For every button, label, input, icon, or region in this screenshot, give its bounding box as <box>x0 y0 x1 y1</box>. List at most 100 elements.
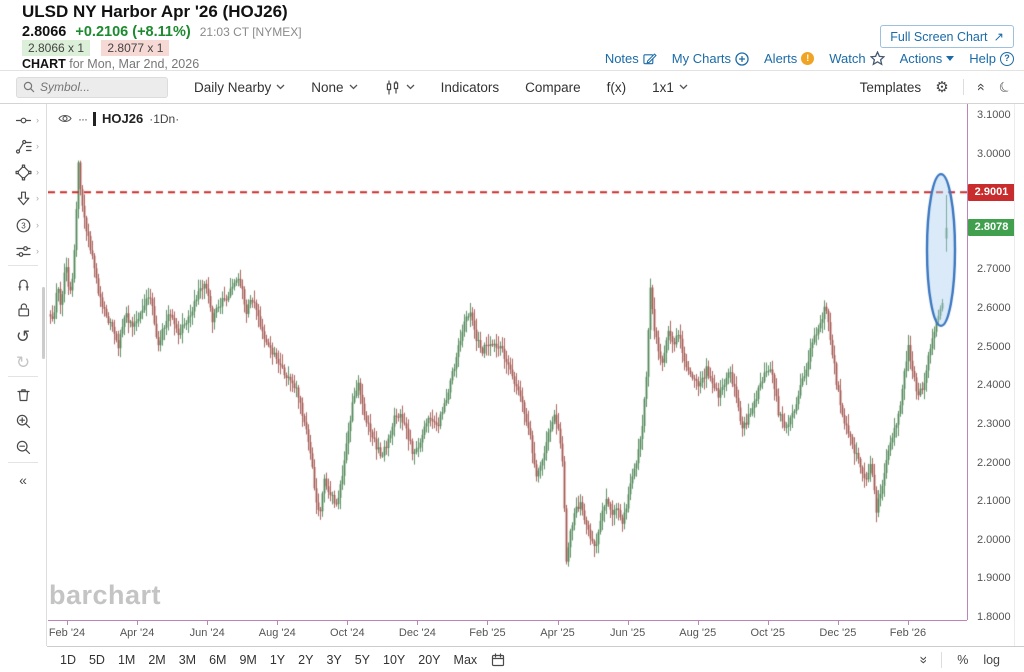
log-scale-button[interactable]: log <box>983 652 1000 667</box>
y-axis-tick: 3.1000 <box>977 109 1011 121</box>
y-axis-tick: 1.8000 <box>977 611 1011 623</box>
range-button-max[interactable]: Max <box>453 652 478 667</box>
chart-word: CHART <box>22 57 66 71</box>
notes-icon <box>643 52 657 64</box>
dark-mode-moon-icon[interactable]: ☾ <box>996 76 1015 97</box>
x-axis-tick-mark <box>627 621 629 625</box>
header-link-watch[interactable]: Watch <box>829 51 885 66</box>
range-button-2y[interactable]: 2Y <box>298 652 314 667</box>
trendline-tool-button[interactable]: › <box>0 134 46 158</box>
symbol-search-input[interactable] <box>40 80 152 94</box>
header-link-alerts[interactable]: Alerts! <box>764 51 815 66</box>
svg-text:3: 3 <box>21 221 26 230</box>
range-button-3m[interactable]: 3M <box>178 652 197 667</box>
y-axis-tick: 2.5000 <box>977 340 1011 353</box>
symbol-search-box[interactable] <box>16 76 168 98</box>
magnet-icon <box>17 279 29 291</box>
range-toolbar: 1D 5D 1M 2M 3M 6M 9M 1Y 2Y 3Y 5Y 10Y 20Y Max « % log <box>47 646 1024 672</box>
cursor-tool-button[interactable]: › <box>0 108 46 132</box>
range-button-9m[interactable]: 9M <box>239 652 257 667</box>
shapes-tool-button[interactable]: › <box>0 160 46 184</box>
chevron-down-icon <box>276 84 285 90</box>
range-button-5y[interactable]: 5Y <box>354 652 371 667</box>
search-icon <box>23 81 35 93</box>
last-price: 2.8066 <box>22 24 67 40</box>
header-link-notes[interactable]: Notes <box>605 51 657 66</box>
collapse-footer-icon[interactable]: « <box>914 655 931 664</box>
range-button-10y[interactable]: 10Y <box>383 652 406 667</box>
zoom-in-button[interactable] <box>0 409 46 433</box>
scale-controls: « % log <box>914 651 1000 668</box>
x-axis-tick-mark <box>417 621 419 625</box>
header-link-my-charts[interactable]: My Charts <box>672 51 749 66</box>
help-icon: ? <box>1000 51 1014 66</box>
y-axis-tick: 2.7000 <box>977 263 1011 276</box>
chart-type-dropdown[interactable] <box>384 79 415 96</box>
range-button-3y[interactable]: 3Y <box>326 652 342 667</box>
x-axis-tick: Jun '25 <box>610 627 646 639</box>
range-button-20y[interactable]: 20Y <box>418 652 441 667</box>
price-axis[interactable]: 2.9001 2.8078 3.1000 3.0000 2.7000 2.6000 2.… <box>967 104 1024 623</box>
delete-drawings-button[interactable] <box>0 382 46 406</box>
measure-tool-button[interactable]: › <box>0 239 46 263</box>
magnet-mode-button[interactable] <box>0 271 46 295</box>
x-axis-tick-mark <box>67 621 68 625</box>
chevron-right-icon: › <box>36 167 39 177</box>
compare-button[interactable]: Compare <box>525 79 581 95</box>
gear-icon[interactable]: ⚙ <box>935 79 949 96</box>
tools-dropdown[interactable]: None <box>311 80 358 95</box>
zoom-out-button[interactable] <box>0 435 46 459</box>
chart-canvas[interactable] <box>48 104 967 620</box>
y-axis-tick: 1.9000 <box>977 572 1011 585</box>
indicators-button[interactable]: Indicators <box>440 79 500 95</box>
zoom-in-icon <box>16 414 30 428</box>
x-axis-tick: Dec '25 <box>819 627 857 639</box>
range-buttons: 1D 5D 1M 2M 3M 6M 9M 1Y 2Y 3Y 5Y 10Y 20Y Max <box>47 653 477 667</box>
lock-drawings-button[interactable] <box>0 297 46 321</box>
legend-period: ·1Dn· <box>149 111 180 126</box>
drawing-tools-sidebar: › › › › 3 › › ↺ ↻ « <box>0 104 47 646</box>
more-options-icon[interactable]: ··· <box>78 111 88 126</box>
fx-button[interactable]: f(x) <box>606 79 627 95</box>
range-button-6m[interactable]: 6M <box>209 652 227 667</box>
quote-time: 21:03 CT [NYMEX] <box>199 25 302 39</box>
x-axis-tick-mark <box>907 621 909 625</box>
scrollbar-thumb[interactable] <box>42 287 45 359</box>
grid-layout-dropdown[interactable]: 1x1 <box>652 80 688 95</box>
range-button-1d[interactable]: 1D <box>60 652 76 667</box>
redo-button[interactable]: ↻ <box>0 350 46 374</box>
collapse-sidebar-button[interactable]: « <box>0 468 46 492</box>
alert-icon: ! <box>801 52 815 65</box>
frequency-dropdown[interactable]: Daily Nearby <box>194 80 285 95</box>
series-legend[interactable]: ··· HOJ26 ·1Dn· <box>58 111 179 126</box>
zoom-out-icon <box>16 440 30 454</box>
header-link-help[interactable]: Help? <box>969 51 1014 66</box>
header-link-actions[interactable]: Actions <box>900 51 955 66</box>
range-button-2m[interactable]: 2M <box>148 652 166 667</box>
time-axis[interactable]: Feb '24 Apr '24 Jun '24 Aug '24 Oct '24 Dec '… <box>48 620 967 646</box>
price-chart-area: ··· HOJ26 ·1Dn· barchart <box>48 104 967 620</box>
chart-date-line: CHART for Mon, Mar 2nd, 2026 <box>22 57 199 71</box>
chevron-right-icon: › <box>36 246 39 256</box>
calendar-button[interactable] <box>491 652 505 667</box>
range-button-1m[interactable]: 1M <box>117 652 136 667</box>
three-point-tool-button[interactable]: 3 › <box>0 213 46 237</box>
quote-line: 2.8066 +0.2106 (+8.11%) 21:03 CT [NYMEX] <box>22 24 302 40</box>
divider <box>0 70 1024 71</box>
undo-button[interactable]: ↺ <box>0 324 46 348</box>
circle-three-icon: 3 <box>16 218 30 232</box>
range-button-1y[interactable]: 1Y <box>269 652 286 667</box>
percent-scale-button[interactable]: % <box>957 652 969 667</box>
y-axis-tick: 3.0000 <box>977 147 1011 160</box>
divider <box>962 79 964 95</box>
divider <box>8 265 38 266</box>
full-screen-chart-button[interactable]: Full Screen Chart ↗ <box>880 25 1014 48</box>
arrow-tool-button[interactable]: › <box>0 186 46 210</box>
collapse-panel-icon[interactable]: « <box>973 83 990 91</box>
x-axis-tick-mark <box>487 621 489 625</box>
range-button-5d[interactable]: 5D <box>88 652 105 667</box>
star-icon <box>869 51 885 66</box>
divider <box>1014 104 1015 646</box>
divider <box>941 651 943 668</box>
templates-button[interactable]: Templates <box>859 79 922 95</box>
